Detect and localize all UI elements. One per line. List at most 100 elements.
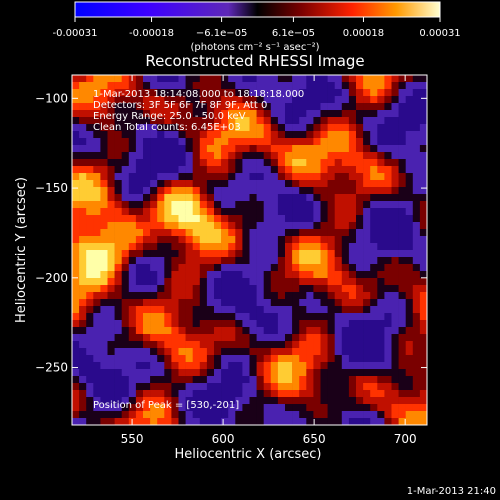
heatmap-cell <box>405 292 414 300</box>
heatmap-cell <box>341 75 350 83</box>
heatmap-cell <box>221 299 229 307</box>
heatmap-cell <box>100 411 108 419</box>
heatmap-cell <box>412 397 421 405</box>
heatmap-cell <box>121 299 130 307</box>
heatmap-cell <box>206 264 215 272</box>
heatmap-cell <box>363 257 371 265</box>
heatmap-cell <box>249 180 257 188</box>
heatmap-cell <box>419 411 428 419</box>
peak-position-label: Position of Peak = [530,-201] <box>93 400 239 411</box>
heatmap-cell <box>363 271 371 279</box>
heatmap-cell <box>86 75 94 83</box>
heatmap-cell <box>178 187 186 195</box>
heatmap-cell <box>206 320 215 328</box>
heatmap-cell <box>292 75 300 83</box>
heatmap-cell <box>221 390 229 398</box>
heatmap-cell <box>363 376 371 384</box>
heatmap-cell <box>135 180 144 188</box>
heatmap-cell <box>341 180 350 188</box>
heatmap-cell <box>135 208 144 216</box>
heatmap-cell <box>384 222 392 230</box>
heatmap-cell <box>214 348 222 356</box>
heatmap-cell <box>128 376 137 384</box>
heatmap-cell <box>277 236 286 244</box>
heatmap-cell <box>263 229 272 237</box>
heatmap-cell <box>419 299 428 307</box>
heatmap-cell <box>128 355 137 363</box>
heatmap-cell <box>114 264 122 272</box>
heatmap-cell <box>256 110 264 118</box>
heatmap-cell <box>263 376 272 384</box>
heatmap-cell <box>93 103 101 111</box>
heatmap-cell <box>206 397 215 405</box>
heatmap-cell <box>192 145 201 153</box>
heatmap-cell <box>299 82 307 90</box>
heatmap-cell <box>157 320 165 328</box>
heatmap-cell <box>341 82 350 90</box>
heatmap-cell <box>412 306 421 314</box>
heatmap-cell <box>114 215 122 223</box>
heatmap-cell <box>86 285 94 293</box>
footer-timestamp: 1-Mar-2013 21:40 <box>407 486 496 497</box>
heatmap-cell <box>93 201 101 209</box>
heatmap-cell <box>178 152 186 160</box>
heatmap-cell <box>377 89 385 97</box>
heatmap-cell <box>334 229 343 237</box>
heatmap-cell <box>164 411 172 419</box>
heatmap-cell <box>320 257 328 265</box>
heatmap-cell <box>150 75 158 83</box>
heatmap-cell <box>327 229 335 237</box>
heatmap-cell <box>292 229 300 237</box>
heatmap-cell <box>270 208 279 216</box>
heatmap-cell <box>356 341 364 349</box>
heatmap-cell <box>334 348 343 356</box>
heatmap-cell <box>256 306 264 314</box>
heatmap-cell <box>150 208 158 216</box>
heatmap-cell <box>327 187 335 195</box>
heatmap-cell <box>107 229 115 237</box>
heatmap-cell <box>327 124 335 132</box>
heatmap-cell <box>398 390 406 398</box>
heatmap-cell <box>121 131 130 139</box>
heatmap-cell <box>419 341 428 349</box>
heatmap-cell <box>235 299 243 307</box>
heatmap-cell <box>79 103 87 111</box>
heatmap-cell <box>185 299 193 307</box>
heatmap-cell <box>164 117 172 125</box>
heatmap-cell <box>377 257 385 265</box>
heatmap-cell <box>185 397 193 405</box>
heatmap-cell <box>285 208 293 216</box>
heatmap-cell <box>277 96 286 104</box>
heatmap-cell <box>164 278 172 286</box>
heatmap-cell <box>107 201 115 209</box>
heatmap-cell <box>235 306 243 314</box>
heatmap-cell <box>341 124 350 132</box>
heatmap-cell <box>285 285 293 293</box>
heatmap-cell <box>327 348 335 356</box>
heatmap-cell <box>285 96 293 104</box>
heatmap-cell <box>72 117 80 125</box>
heatmap-cell <box>412 369 421 377</box>
heatmap-cell <box>199 383 208 391</box>
heatmap-cell <box>185 411 193 419</box>
heatmap-cell <box>178 257 186 265</box>
heatmap-cell <box>320 152 328 160</box>
heatmap-cell <box>398 376 406 384</box>
heatmap-cell <box>192 215 201 223</box>
heatmap-cell <box>370 222 378 230</box>
heatmap-cell <box>285 334 293 342</box>
heatmap-cell <box>270 159 279 167</box>
heatmap-cell <box>270 397 279 405</box>
heatmap-cell <box>285 264 293 272</box>
heatmap-cell <box>370 173 378 181</box>
heatmap-cell <box>391 306 399 314</box>
heatmap-cell <box>93 96 101 104</box>
heatmap-cell <box>249 383 257 391</box>
heatmap-cell <box>221 131 229 139</box>
heatmap-cell <box>206 138 215 146</box>
heatmap-cell <box>185 201 193 209</box>
heatmap-cell <box>320 313 328 321</box>
heatmap-cell <box>86 124 94 132</box>
heatmap-cell <box>313 89 321 97</box>
heatmap-cell <box>221 355 229 363</box>
